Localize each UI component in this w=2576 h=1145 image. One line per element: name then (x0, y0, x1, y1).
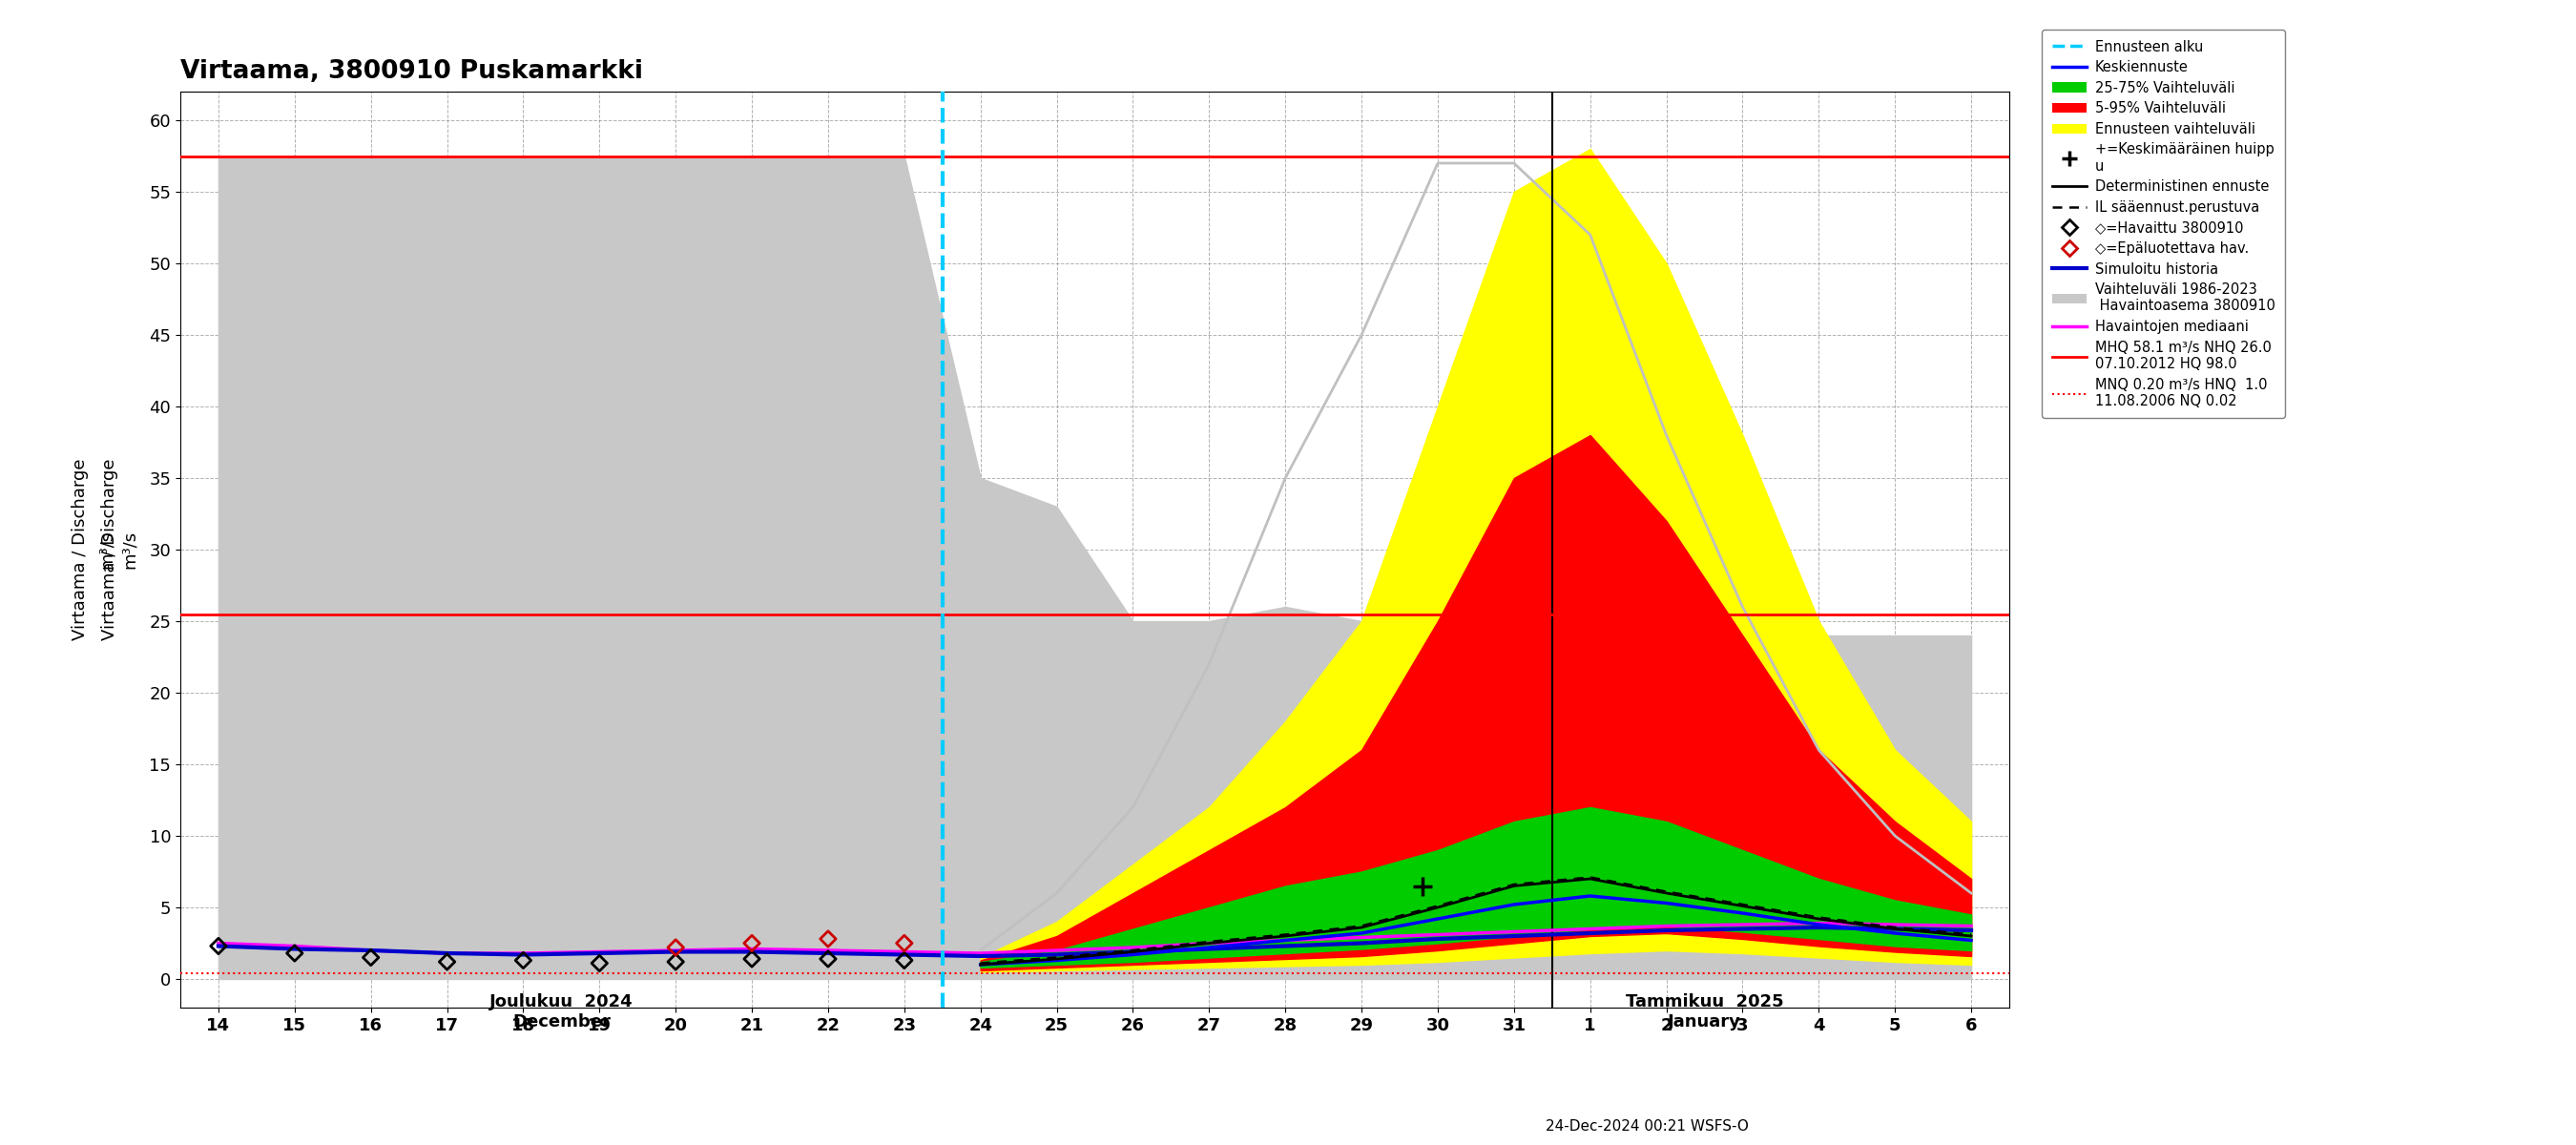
Point (732, 950, 773, 969)
Y-axis label: Virtaama / Discharge
m³/s: Virtaama / Discharge m³/s (100, 459, 139, 640)
Point (806, 950, 848, 969)
Text: Tammikuu  2025
January: Tammikuu 2025 January (1625, 993, 1783, 1031)
Text: m³/s: m³/s (98, 530, 116, 569)
Point (884, 934, 925, 953)
Point (273, 943, 314, 962)
Text: Virtaama, 3800910 Puskamarkki: Virtaama, 3800910 Puskamarkki (180, 60, 644, 84)
Point (732, 934, 773, 953)
Text: 24-Dec-2024 00:21 WSFS-O: 24-Dec-2024 00:21 WSFS-O (1546, 1120, 1749, 1134)
Point (350, 948, 392, 966)
Text: Virtaama / Discharge: Virtaama / Discharge (72, 459, 88, 640)
Point (654, 939, 696, 957)
Point (654, 953, 696, 971)
Point (580, 954, 621, 972)
Text: Joulukuu  2024
December: Joulukuu 2024 December (489, 993, 634, 1031)
Point (428, 953, 469, 971)
Point (502, 951, 544, 970)
Point (198, 937, 240, 955)
Point (806, 930, 848, 948)
Legend: Ennusteen alku, Keskiennuste, 25-75% Vaihteluväli, 5-95% Vaihteluväli, Ennusteen: Ennusteen alku, Keskiennuste, 25-75% Vai… (2043, 30, 2285, 418)
Point (884, 951, 925, 970)
